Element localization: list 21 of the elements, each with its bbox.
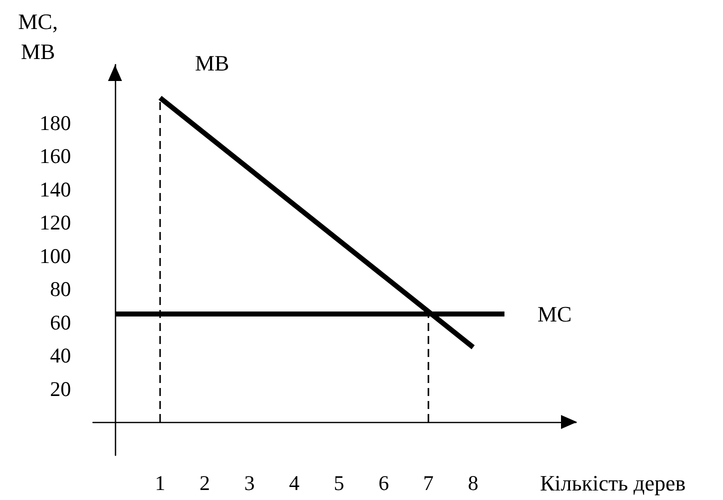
y-tick-label: 180	[40, 110, 71, 135]
y-tick-label: 80	[50, 277, 71, 302]
x-tick-label: 5	[334, 470, 344, 495]
x-tick-label: 3	[244, 470, 255, 495]
x-tick-label: 6	[378, 470, 389, 495]
x-tick-label: 8	[468, 470, 478, 495]
y-tick-label: 160	[40, 144, 71, 168]
y-tick-label: 60	[50, 310, 71, 334]
series-label: MB	[194, 50, 230, 76]
y-tick-label: 20	[50, 376, 71, 401]
y-tick-label: 120	[40, 210, 71, 235]
x-tick-label: 1	[154, 470, 166, 495]
y-tick-label: 100	[40, 244, 71, 268]
x-tick-label: 7	[423, 470, 434, 495]
x-axis-title: Кількість дерев	[540, 470, 686, 496]
y-axis-title: MC, MB	[18, 8, 58, 66]
y-tick-label: 140	[40, 177, 71, 202]
x-tick-label: 4	[289, 470, 300, 495]
y-tick-label: 40	[50, 344, 71, 368]
series-label: MC	[537, 301, 572, 326]
x-tick-label: 2	[200, 470, 210, 495]
